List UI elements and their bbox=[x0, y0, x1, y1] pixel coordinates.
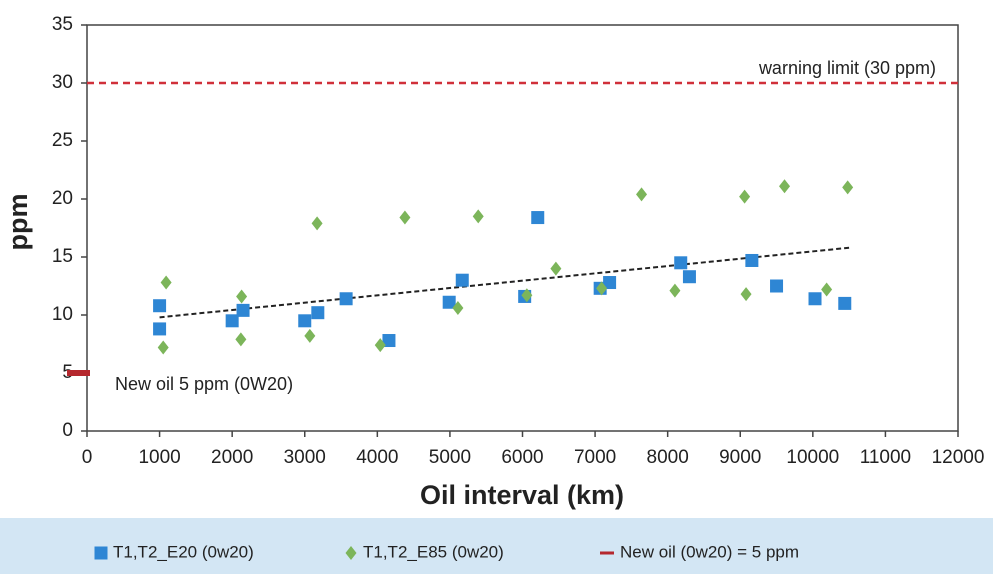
point bbox=[808, 292, 822, 306]
point bbox=[779, 179, 791, 194]
point bbox=[442, 295, 456, 309]
y-tick-label: 10 bbox=[52, 304, 73, 325]
point bbox=[740, 287, 752, 302]
point bbox=[603, 276, 617, 290]
legend-label: T1,T2_E20 (0w20) bbox=[113, 542, 254, 561]
point bbox=[153, 299, 167, 313]
x-tick-label: 5000 bbox=[429, 447, 471, 468]
point bbox=[157, 340, 169, 355]
point bbox=[153, 322, 167, 336]
plot-frame bbox=[86, 24, 959, 432]
point bbox=[674, 256, 688, 270]
point bbox=[770, 279, 784, 293]
y-tick-label: 0 bbox=[62, 420, 73, 441]
point bbox=[236, 303, 250, 317]
point bbox=[745, 253, 759, 267]
point bbox=[374, 338, 386, 353]
x-tick-label: 8000 bbox=[647, 447, 689, 468]
point bbox=[472, 209, 484, 224]
point bbox=[838, 296, 852, 310]
x-tick-label: 12000 bbox=[932, 447, 985, 468]
point bbox=[339, 292, 353, 306]
legend-swatch bbox=[345, 546, 357, 560]
x-tick-label: 4000 bbox=[356, 447, 398, 468]
point bbox=[455, 273, 469, 287]
x-tick-label: 6000 bbox=[501, 447, 543, 468]
y-tick-label: 35 bbox=[52, 14, 73, 35]
point bbox=[311, 216, 323, 231]
point bbox=[235, 332, 247, 347]
point bbox=[636, 187, 648, 202]
x-tick-label: 2000 bbox=[211, 447, 253, 468]
point bbox=[821, 282, 833, 297]
legend-swatch bbox=[94, 546, 108, 560]
point bbox=[842, 180, 854, 195]
y-axis-title: ppm bbox=[3, 194, 33, 251]
point bbox=[550, 261, 562, 276]
point bbox=[311, 306, 325, 320]
legend-label: New oil (0w20) = 5 ppm bbox=[620, 542, 799, 561]
x-tick-label: 1000 bbox=[138, 447, 180, 468]
point bbox=[521, 288, 533, 303]
x-tick-label: 0 bbox=[82, 447, 93, 468]
x-tick-label: 7000 bbox=[574, 447, 616, 468]
point bbox=[382, 334, 396, 348]
x-axis-title: Oil interval (km) bbox=[420, 480, 624, 510]
point bbox=[669, 283, 681, 298]
point bbox=[236, 289, 248, 304]
y-tick-label: 25 bbox=[52, 130, 73, 151]
new-oil-label: New oil 5 ppm (0W20) bbox=[115, 374, 293, 394]
x-tick-label: 11000 bbox=[860, 447, 911, 468]
legend-band bbox=[0, 518, 993, 574]
point bbox=[682, 270, 696, 284]
point bbox=[304, 328, 316, 343]
x-tick-label: 10000 bbox=[786, 447, 839, 468]
trendline bbox=[159, 246, 850, 319]
y-tick-label: 30 bbox=[52, 72, 73, 93]
point bbox=[399, 210, 411, 225]
x-tick-label: 3000 bbox=[284, 447, 326, 468]
point bbox=[739, 189, 751, 204]
x-tick-label: 9000 bbox=[719, 447, 761, 468]
point bbox=[452, 301, 464, 316]
y-tick-label: 15 bbox=[52, 246, 73, 267]
legend-label: T1,T2_E85 (0w20) bbox=[363, 542, 504, 561]
y-tick-label: 20 bbox=[52, 188, 73, 209]
point bbox=[531, 211, 545, 225]
point bbox=[596, 281, 608, 296]
point bbox=[298, 314, 312, 328]
point bbox=[160, 275, 172, 290]
point bbox=[225, 314, 239, 328]
warning-limit-label: warning limit (30 ppm) bbox=[758, 58, 936, 78]
